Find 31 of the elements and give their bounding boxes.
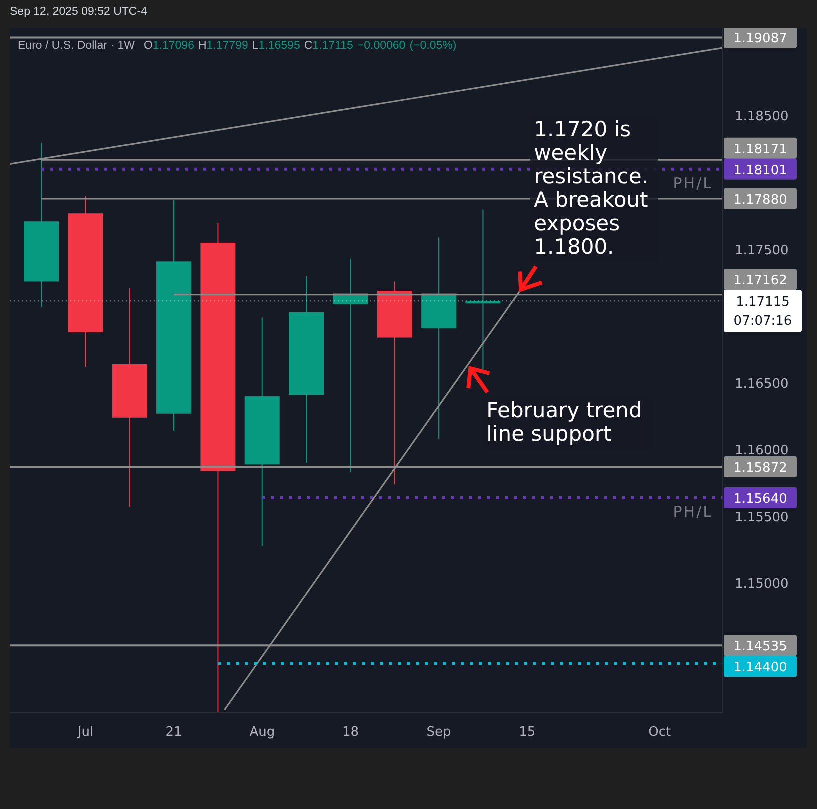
x-tick-label: Sep	[426, 725, 452, 740]
annotation: 1.1720 is weekly resistance. A breakout exposes 1.1800.	[534, 118, 648, 260]
data-label: 1.18101	[734, 163, 788, 178]
x-tick-label: Aug	[250, 725, 276, 740]
data-label: 1.18171	[734, 142, 788, 158]
x-tick-label: 21	[166, 725, 182, 740]
x-tick-label: Jul	[76, 725, 94, 740]
y-tick-label: 1.15500	[735, 510, 789, 526]
text: Euro / U.S. Dollar · 1W	[18, 40, 135, 52]
ref-line-label: 1.19087	[734, 32, 788, 47]
text: 07:07:16	[734, 314, 792, 330]
y-tick-label: 1.18500	[735, 110, 789, 125]
ref-line-label: 1.17115	[736, 295, 790, 310]
text: O1.17096 H1.17799 L1.16595 C1.17115 −0.00060 (−0.05%)	[144, 40, 457, 52]
data-label: 1.17162	[734, 274, 788, 289]
y-tick-label: 1.17500	[735, 243, 789, 258]
x-tick-label: 18	[342, 725, 359, 740]
ref-line-label: 1.15872	[734, 461, 788, 476]
data-label: 1.15640	[734, 492, 788, 508]
y-tick-label: 1.16000	[735, 444, 789, 459]
series-label: PH/L	[673, 174, 713, 192]
data-label: 1.14400	[734, 660, 788, 676]
y-tick-label: 1.16500	[735, 376, 789, 392]
series-label: PH/L	[673, 503, 713, 522]
x-tick-label: 15	[519, 725, 536, 740]
annotation: February trend line support	[486, 398, 642, 446]
text: Sep 12, 2025 09:52 UTC-4	[10, 6, 148, 18]
y-tick-label: 1.15000	[735, 577, 789, 592]
ref-line-label: 1.14535	[734, 640, 788, 655]
x-tick-label: Oct	[648, 725, 672, 740]
data-label: 1.17880	[734, 192, 788, 208]
